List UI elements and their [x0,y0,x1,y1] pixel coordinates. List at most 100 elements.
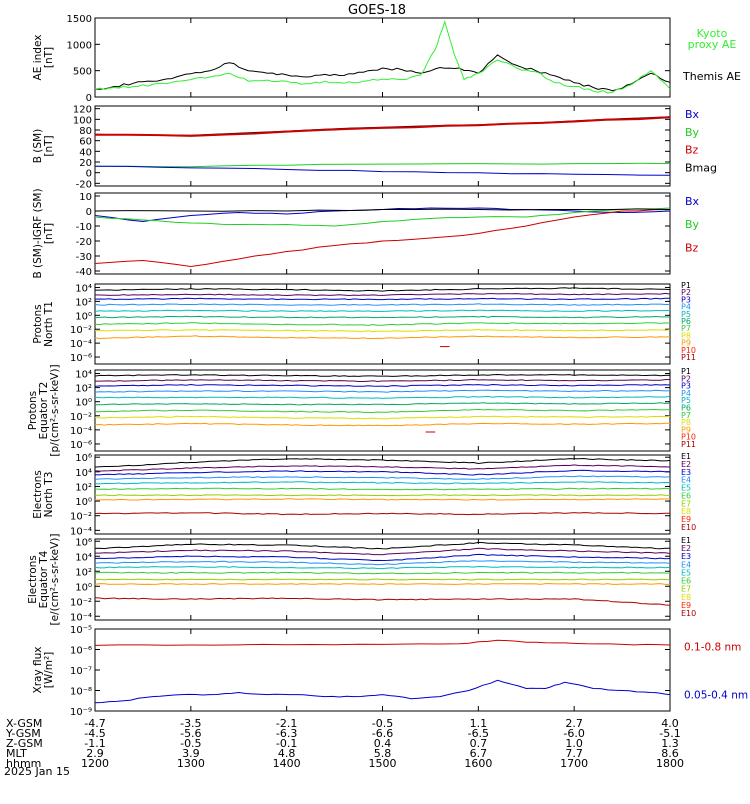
y-tick-label: 10⁶ [75,537,92,548]
axis-cell: 2.7 [565,717,583,730]
series-line-e8 [95,498,670,501]
legend-entry: P3 [681,382,691,391]
axis-row-label: hhmm [6,757,41,770]
panel-pn: 10⁴ 10² 10⁰ 10⁻² 10⁻⁴ 10⁻⁶ Protons North T1 P1P2… [32,281,696,365]
date-label: 2025 Jan 15 [4,765,70,778]
chart-title: GOES-18 [348,3,406,18]
series-group [95,457,670,516]
axis-cell: 1400 [273,757,301,770]
y-tick-label: 10⁴ [75,468,92,479]
y-tick-label: 10² [75,482,92,493]
axis-cell: 5.8 [374,747,392,760]
axis-cell: 1.0 [565,737,583,750]
legend-entry: E10 [681,609,696,618]
series-line-p1 [95,373,670,377]
y-axis-label: [e/(cm²-s-sr-keV)] [49,534,61,626]
axis-cell: -2.1 [276,717,297,730]
axis-cell: 1800 [656,757,684,770]
panel-frame [94,17,671,98]
axis-cell: -0.5 [372,717,393,730]
y-tick-label: 10⁶ [75,453,92,464]
series-line-p6 [95,402,670,406]
legend-entry: E4 [681,476,691,485]
series-line-p5 [95,395,670,399]
legend-entry: Bz [685,241,699,254]
axis-cell: 1.1 [470,717,488,730]
y-axis-label: Electrons [27,555,39,604]
series-line-p7 [95,408,670,414]
legend-entry: P6 [681,404,691,413]
axis-cell: -3.5 [180,717,201,730]
legend-entry: P6 [681,317,691,326]
series-group [95,541,670,606]
series-line-by [95,207,670,227]
axis-cell: 4.8 [278,747,296,760]
y-tick-label: 10⁻⁶ [70,646,92,657]
legend-entry: E7 [681,499,691,508]
axis-cell: -5.6 [180,727,201,740]
axis-cell: 3.9 [182,747,200,760]
legend-entry: P10 [681,346,696,355]
legend-entry: E10 [681,523,696,532]
legend-entry: E3 [681,468,691,477]
legend-entry: P3 [681,295,691,304]
series-line-themis-ae [95,54,670,92]
y-tick-label: 80 [79,126,92,137]
legend-entry: P2 [681,374,691,383]
series-line-e3 [95,553,670,562]
panel-pe: 10⁴ 10² 10⁰ 10⁻² 10⁻⁴ 10⁻⁶ Protons Equator T2 [p… [27,364,696,456]
series-line-e8 [95,583,670,585]
y-axis-label: Xray flux [32,647,44,694]
series-line-e1 [95,457,670,468]
legend-entry: P4 [681,303,691,312]
series-line-e5 [95,481,670,485]
series-line-p5 [95,309,670,312]
axis-row-label: X-GSM [6,717,42,730]
axis-row-label: MLT [6,747,27,760]
series-group [95,207,670,268]
axis-cell: -0.1 [276,737,297,750]
y-tick-label: 10⁰ [75,582,92,593]
legend-entry: E6 [681,491,691,500]
legend-entry: P5 [681,310,691,319]
series-line-p3 [95,297,670,301]
legend-entry: E9 [681,515,691,524]
axis-cell: -6.0 [563,727,584,740]
y-tick-label: 100 [73,115,92,126]
y-tick-label: 1500 [67,14,92,25]
series-line-p7 [95,322,670,326]
y-axis-label: [nT] [43,47,55,68]
series-line-p1 [95,287,670,292]
series-group [95,639,670,704]
y-axis-label: AE index [32,35,44,81]
series-group [95,116,670,176]
series-line-p2 [95,292,670,297]
series-line-p6 [95,315,670,319]
panel-ee: 10⁶ 10⁴ 10² 10⁰ 10⁻² 10⁻⁴ Electrons Equator T4[… [27,534,696,626]
legend-entry: P7 [681,411,691,420]
axis-cell: -1.1 [84,737,105,750]
axis-cell: 1300 [177,757,205,770]
axis-cell: 0.7 [470,737,488,750]
legend-entry: E9 [681,601,691,610]
series-line-p3 [95,383,670,388]
y-tick-label: 10⁰ [75,398,92,409]
y-tick-label: 0 [86,93,92,104]
y-axis-label: Protons [27,391,39,430]
legend-entry: P9 [681,339,691,348]
panel-xray: 10⁻⁵ 10⁻⁶ 10⁻⁷ 10⁻⁸ 10⁻⁹ Xray flux [W/m²] 0.1-0… [32,625,748,718]
y-axis-label: [p/(cm²-s-sr-keV)] [49,364,61,456]
axis-cell: 1600 [464,757,492,770]
legend-entry: Themis AE [682,70,741,83]
legend-entry: E1 [681,452,691,461]
y-axis-label: [nT] [43,223,55,244]
series-line-bmag [95,116,670,136]
y-tick-label: 0 [86,169,92,180]
y-tick-label: 10⁻⁴ [70,339,92,350]
series-line-e6 [95,571,670,575]
axis-cell: 6.7 [470,747,488,760]
y-tick-label: 10⁻² [70,325,92,336]
